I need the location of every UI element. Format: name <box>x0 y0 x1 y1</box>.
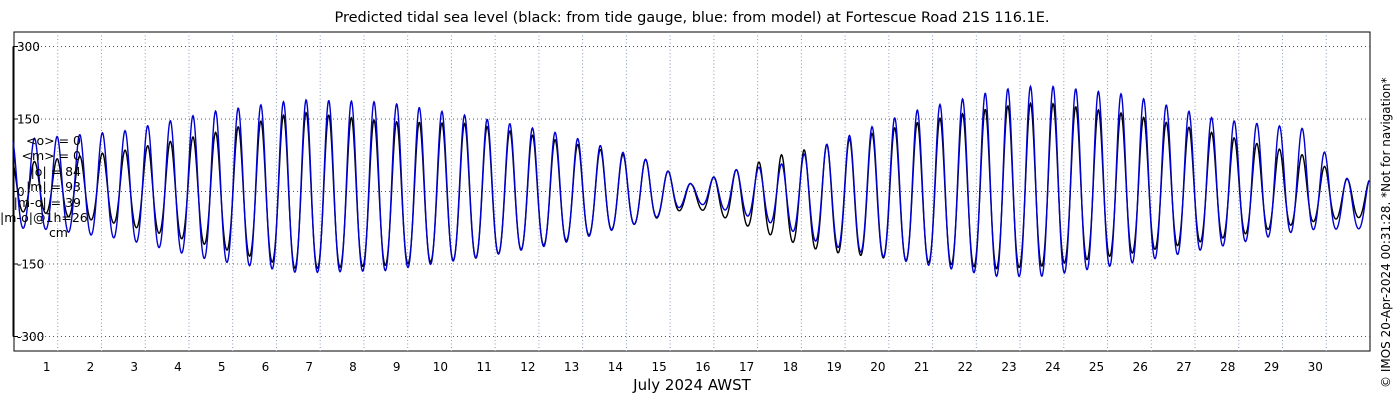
x-tick-label: 22 <box>958 360 973 374</box>
stat-abs-model: |m| = 93 <box>26 179 81 195</box>
x-tick-label: 25 <box>1089 360 1104 374</box>
x-tick-label: 10 <box>433 360 448 374</box>
plot-area <box>13 31 1371 352</box>
x-tick-label: 3 <box>130 360 138 374</box>
x-tick-label: 24 <box>1045 360 1060 374</box>
stat-abs-diff: |m-o| = 39 <box>13 194 81 210</box>
x-tick-label: 18 <box>783 360 798 374</box>
x-tick-label: 4 <box>174 360 182 374</box>
x-tick-label: 27 <box>1176 360 1191 374</box>
stats-panel: <o> = 0 <m> = 0 |o| = 84 |m| = 93 |m-o| … <box>0 133 108 241</box>
x-tick-label: 19 <box>826 360 841 374</box>
x-tick-label: 1 <box>43 360 51 374</box>
y-tick-label: 150 <box>17 113 40 127</box>
x-tick-label: 6 <box>262 360 270 374</box>
x-tick-label: 26 <box>1133 360 1148 374</box>
credit-text: © IMOS 20-Apr-2024 00:31:28. *Not for na… <box>1379 77 1393 388</box>
stat-mean-model: <m> = 0 <box>21 148 82 164</box>
x-tick-label: 2 <box>87 360 95 374</box>
x-tick-label: 20 <box>870 360 885 374</box>
grid-lines <box>13 32 1370 351</box>
x-tick-label: 21 <box>914 360 929 374</box>
x-tick-label: 12 <box>520 360 535 374</box>
y-tick-label: -150 <box>17 258 44 272</box>
x-tick-label: 30 <box>1308 360 1323 374</box>
y-tick-label: 300 <box>17 40 40 54</box>
x-tick-label: 11 <box>477 360 492 374</box>
series-layer <box>12 84 1370 278</box>
x-tick-label: 23 <box>1001 360 1016 374</box>
y-tick-label: -300 <box>17 330 44 344</box>
x-tick-label: 16 <box>695 360 710 374</box>
x-tick-label: 14 <box>608 360 623 374</box>
x-tick-label: 8 <box>349 360 357 374</box>
x-tick-label: 15 <box>651 360 666 374</box>
stat-unit: cm <box>48 225 68 241</box>
y-tick-label: 0 <box>17 185 25 199</box>
stat-abs-observed: |o| = 84 <box>30 163 81 179</box>
x-tick-label: 13 <box>564 360 579 374</box>
x-tick-label: 7 <box>305 360 313 374</box>
model-line <box>12 84 1370 278</box>
stat-mean-observed: <o> = 0 <box>26 133 81 148</box>
x-tick-label: 28 <box>1220 360 1235 374</box>
x-axis-label: July 2024 AWST <box>633 376 751 394</box>
chart-title: Predicted tidal sea level (black: from t… <box>334 10 1050 26</box>
x-tick-label: 5 <box>218 360 226 374</box>
x-tick-label: 9 <box>393 360 401 374</box>
x-tick-label: 17 <box>739 360 754 374</box>
stat-abs-diff-1h: |m-o|@1h=26 <box>0 210 88 226</box>
x-tick-label: 29 <box>1264 360 1279 374</box>
